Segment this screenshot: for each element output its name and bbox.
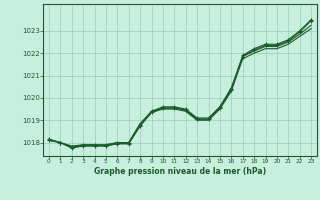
X-axis label: Graphe pression niveau de la mer (hPa): Graphe pression niveau de la mer (hPa) bbox=[94, 167, 266, 176]
